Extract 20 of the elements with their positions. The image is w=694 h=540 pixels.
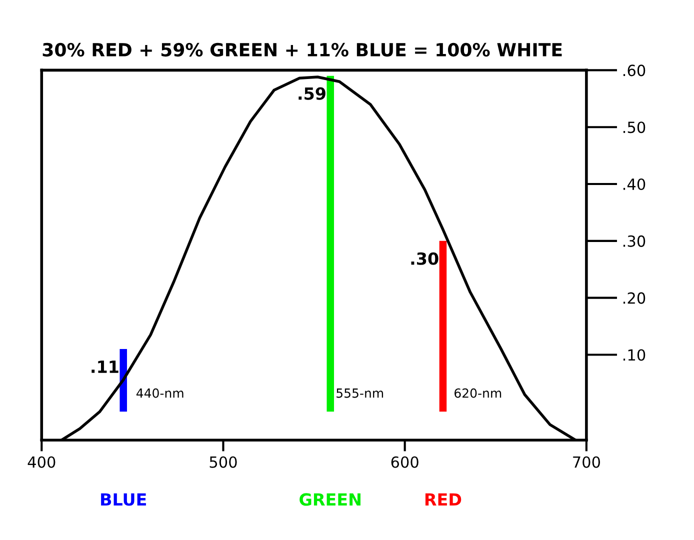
text: GREEN bbox=[300, 493, 360, 506]
annotation: 440-nm bbox=[136, 388, 184, 398]
y-tick-label: .40 bbox=[623, 178, 646, 190]
annotation: 555-nm bbox=[336, 388, 384, 398]
data-label: .59 bbox=[298, 87, 326, 100]
x-tick-label: 600 bbox=[391, 456, 418, 468]
x-tick-label: 500 bbox=[210, 456, 237, 468]
y-tick-label: .60 bbox=[623, 64, 646, 76]
y-tick-label: .20 bbox=[623, 292, 646, 304]
text: RED bbox=[425, 493, 462, 506]
data-label: .11 bbox=[92, 360, 118, 373]
x-tick-label: 400 bbox=[28, 456, 56, 468]
y-tick-label: .10 bbox=[623, 349, 646, 361]
text: BLUE bbox=[101, 493, 146, 506]
y-tick-label: .30 bbox=[623, 235, 646, 247]
chart-title: 30% RED + 59% GREEN + 11% BLUE = 100% WHITE bbox=[42, 42, 562, 57]
x-tick-label: 700 bbox=[573, 456, 600, 468]
annotation: 620-nm bbox=[454, 388, 502, 398]
data-label: .30 bbox=[411, 252, 438, 265]
y-tick-label: .50 bbox=[623, 122, 646, 134]
